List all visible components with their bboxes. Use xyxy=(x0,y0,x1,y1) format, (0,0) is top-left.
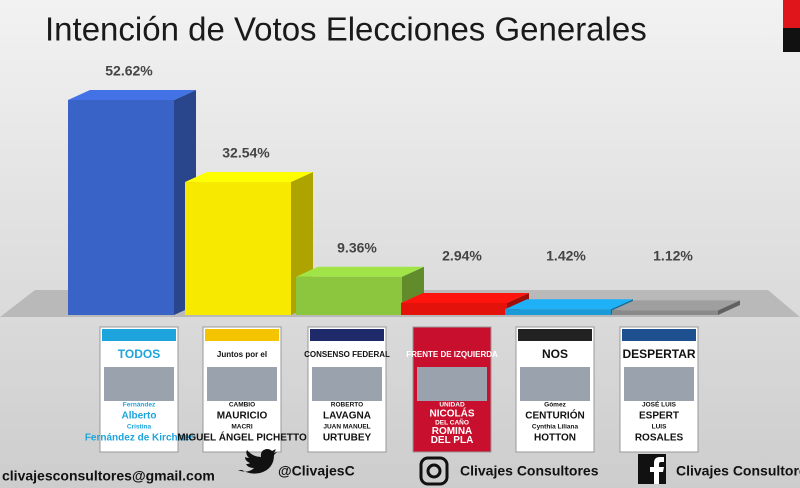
ballot-text: Juntos por el xyxy=(217,350,267,359)
ballot-text: LUIS xyxy=(652,424,667,431)
ballot-photo xyxy=(207,367,277,401)
ballot-text: MACRI xyxy=(231,424,252,431)
value-label: 9.36% xyxy=(337,239,377,255)
ballot-header xyxy=(205,329,279,341)
ballot-text: DEL CAÑO xyxy=(435,417,469,426)
value-label: 1.12% xyxy=(653,248,693,264)
bar-top xyxy=(296,266,424,277)
value-label: 1.42% xyxy=(546,248,586,264)
ballot-text: Cristina xyxy=(127,424,152,431)
ballot-header xyxy=(622,329,696,341)
ballot-text: JUAN MANUEL xyxy=(323,424,370,431)
ballot-header xyxy=(415,329,489,341)
instagram-icon xyxy=(419,456,449,486)
facebook-icon xyxy=(650,457,664,484)
ballot-header xyxy=(310,329,384,341)
footer: clivajesconsultores@gmail.com @ClivajesC… xyxy=(2,449,800,486)
ballot-text: LAVAGNA xyxy=(323,411,371,422)
ballot-text: Fernández de Kirchner xyxy=(85,433,193,444)
ballot-text: DESPERTAR xyxy=(622,347,695,361)
email: clivajesconsultores@gmail.com xyxy=(2,468,215,484)
logo xyxy=(783,0,800,28)
ballot-text: Alberto xyxy=(122,411,157,422)
bar xyxy=(505,309,611,315)
ballot-text: ROSALES xyxy=(635,433,684,444)
ballot-text: NOS xyxy=(542,347,568,361)
bar-top xyxy=(612,300,740,311)
ballot-text: FRENTE DE IZQUIERDA xyxy=(406,350,498,359)
ballot-text: URTUBEY xyxy=(323,433,372,444)
ballot-text: JOSÉ LUIS xyxy=(642,400,677,409)
value-label: 2.94% xyxy=(442,248,482,264)
ballot-text: UNIDAD xyxy=(439,402,465,409)
ballot-text: NICOLÁS xyxy=(430,406,475,419)
bar-top xyxy=(68,90,196,100)
value-label: 32.54% xyxy=(222,145,270,161)
bar xyxy=(296,276,402,315)
twitter: @ClivajesC xyxy=(278,463,355,479)
value-label: 52.62% xyxy=(105,63,153,79)
bar xyxy=(612,310,718,315)
bar-top xyxy=(401,292,529,303)
ballot-text: CONSENSO FEDERAL xyxy=(304,350,390,359)
ballot-text: MAURICIO xyxy=(217,411,268,422)
ballot-photo xyxy=(624,367,694,401)
ballot-text: ESPERT xyxy=(639,411,679,422)
ballot-text: ROMINA xyxy=(432,426,473,437)
bar xyxy=(68,100,174,315)
chart-title: Intención de Votos Elecciones Generales xyxy=(45,11,647,48)
ballot-text: ROBERTO xyxy=(331,402,363,409)
ballot-text: Fernández xyxy=(123,402,156,409)
ballot-text: Gómez xyxy=(544,402,566,409)
ballot-text: CENTURIÓN xyxy=(525,409,584,422)
bar-top xyxy=(505,299,633,310)
ballot-text: DEL PLA xyxy=(431,435,474,446)
ballot-text: HOTTON xyxy=(534,433,576,444)
twitter-icon xyxy=(238,449,277,474)
bar xyxy=(185,182,291,315)
ballot-header xyxy=(518,329,592,341)
ballot-text: CAMBIO xyxy=(229,402,255,409)
ballot-photo xyxy=(417,367,487,401)
ballot-text: MIGUEL ÁNGEL PICHETTO xyxy=(177,431,307,444)
instagram-icon xyxy=(426,463,442,479)
bar-top xyxy=(185,172,313,183)
ballot-text: Cynthia Liliana xyxy=(532,424,579,431)
ballot-text: TODOS xyxy=(118,347,160,361)
ballot-photo xyxy=(312,367,382,401)
ballot-photo xyxy=(520,367,590,401)
logo xyxy=(783,28,800,52)
facebook: Clivajes Consultores xyxy=(676,463,800,479)
ballot-photo xyxy=(104,367,174,401)
bar-side xyxy=(718,300,740,315)
instagram: Clivajes Consultores xyxy=(460,463,599,479)
ballot-header xyxy=(102,329,176,341)
bar xyxy=(401,302,507,315)
